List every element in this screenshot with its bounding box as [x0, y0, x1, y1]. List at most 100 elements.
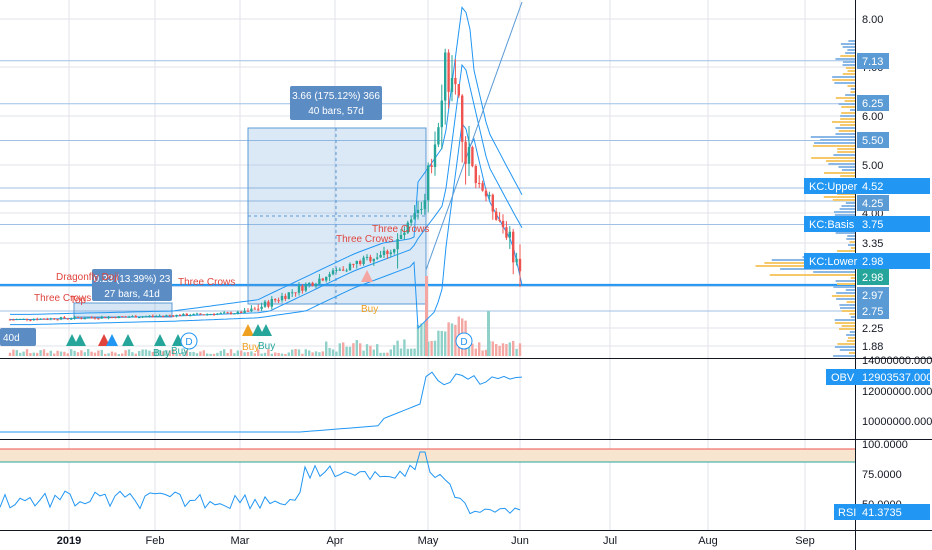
- candle-body: [263, 301, 267, 307]
- rsi-axis[interactable]: 100.0000 75.0000 50.0000 RSI 41.3735: [834, 439, 930, 520]
- volume-bar: [270, 353, 273, 356]
- volume-bar: [250, 351, 253, 356]
- candle-body: [240, 311, 243, 314]
- candle-body: [253, 308, 256, 310]
- candle-body: [440, 100, 443, 128]
- volume-bar: [73, 350, 76, 356]
- measure-box-small[interactable]: 0.23 (13.39%) 23 27 bars, 41d: [73, 269, 173, 318]
- volume-bar: [240, 350, 243, 356]
- volume-bar: [178, 353, 182, 356]
- volume-bar: [389, 349, 392, 356]
- volume-profile-bar: [835, 280, 855, 282]
- volume-profile-bar: [769, 274, 855, 276]
- volume-bar: [90, 351, 93, 356]
- volume-bar: [182, 352, 185, 356]
- measure-box-cut[interactable]: 40d: [0, 328, 36, 346]
- volume-bar: [117, 353, 120, 356]
- volume-bar: [406, 348, 409, 356]
- volume-profile-bar: [833, 154, 855, 156]
- volume-bar: [172, 349, 175, 356]
- volume-profile-bar: [845, 202, 855, 204]
- candle-body: [454, 77, 457, 85]
- volume-bar: [410, 348, 413, 356]
- candle-body: [515, 258, 518, 263]
- volume-profile-bar: [820, 139, 855, 141]
- volume-profile-bar: [847, 235, 855, 237]
- candle-body: [301, 285, 304, 291]
- volume-bar: [70, 349, 73, 356]
- price-tag: [804, 253, 930, 269]
- price-tag: [857, 132, 889, 148]
- candle-body: [250, 308, 253, 312]
- candle-body: [410, 219, 413, 223]
- candle-body: [355, 260, 358, 264]
- time-axis[interactable]: 2019 Feb Mar Apr May Jun Jul Aug Sep: [57, 535, 815, 547]
- candle-body: [144, 316, 148, 318]
- candle-body: [396, 238, 399, 250]
- candle-body: [413, 213, 416, 220]
- volume-bar: [192, 351, 195, 356]
- candle-body: [127, 316, 131, 318]
- volume-bar: [216, 352, 219, 356]
- volume-bar: [311, 352, 314, 356]
- volume-profile-bar: [823, 196, 855, 198]
- volume-bar: [253, 353, 256, 356]
- volume-bar: [423, 322, 426, 356]
- volume-profile-bar: [831, 295, 855, 297]
- volume-bar: [284, 353, 287, 356]
- candle-body: [59, 317, 63, 320]
- volume-profile-bar: [837, 250, 855, 252]
- candle-body: [270, 298, 273, 307]
- pattern-label: Dragonfly Doji: [56, 272, 119, 283]
- obv-tick: 14000000.0000: [862, 355, 932, 367]
- obv-axis[interactable]: 14000000.0000 12000000.0000 10000000.000…: [826, 355, 932, 428]
- candle-body: [389, 252, 392, 255]
- volume-bar: [450, 323, 454, 356]
- trend-line[interactable]: [425, 1, 523, 271]
- measure-box-large[interactable]: 3.66 (175.12%) 366 40 bars, 57d: [247, 86, 427, 305]
- volume-bar: [148, 350, 151, 356]
- volume-profile-bar: [839, 349, 855, 351]
- candle-body: [236, 311, 239, 314]
- volume-profile-bar: [844, 100, 855, 102]
- volume-profile-bar: [840, 115, 855, 117]
- price-tag-value: 2.98: [862, 272, 883, 284]
- candle-body: [512, 231, 515, 263]
- candle-body: [311, 282, 314, 286]
- candle-body: [376, 257, 379, 259]
- rsi-tick: 75.0000: [862, 469, 902, 481]
- volume-profile-bar: [846, 340, 855, 342]
- candle-body: [209, 314, 212, 316]
- obv-tick: 12000000.0000: [862, 386, 932, 398]
- volume-bar: [325, 341, 328, 356]
- volume-bar: [100, 349, 103, 356]
- candle-body: [185, 313, 188, 316]
- candle-body: [352, 263, 355, 265]
- volume-bar: [32, 352, 35, 356]
- candle-body: [331, 270, 335, 275]
- volume-bar: [12, 349, 15, 356]
- volume-profile-bar: [834, 82, 855, 84]
- pattern-label: Three Crows: [372, 224, 429, 235]
- candle-body: [141, 316, 144, 318]
- candle-body: [348, 263, 352, 271]
- volume-bar: [151, 351, 154, 356]
- volume-bar: [498, 345, 501, 356]
- signal-triangle: [122, 334, 134, 346]
- volume-profile-bar: [833, 355, 855, 357]
- volume-bar: [202, 350, 205, 356]
- rsi-label: RSI: [838, 507, 856, 519]
- volume-profile-bar: [842, 73, 855, 75]
- volume-profile-bar: [838, 166, 855, 168]
- candle-body: [49, 318, 52, 320]
- volume-profile-bar: [811, 157, 855, 159]
- volume-bar: [454, 324, 457, 356]
- candle-body: [328, 274, 331, 277]
- signal-triangle: [361, 270, 373, 282]
- volume-bar: [301, 353, 304, 356]
- volume-bar: [518, 343, 522, 356]
- candle-body: [246, 310, 250, 312]
- volume-bar: [19, 352, 22, 356]
- buy-markers: [66, 270, 373, 346]
